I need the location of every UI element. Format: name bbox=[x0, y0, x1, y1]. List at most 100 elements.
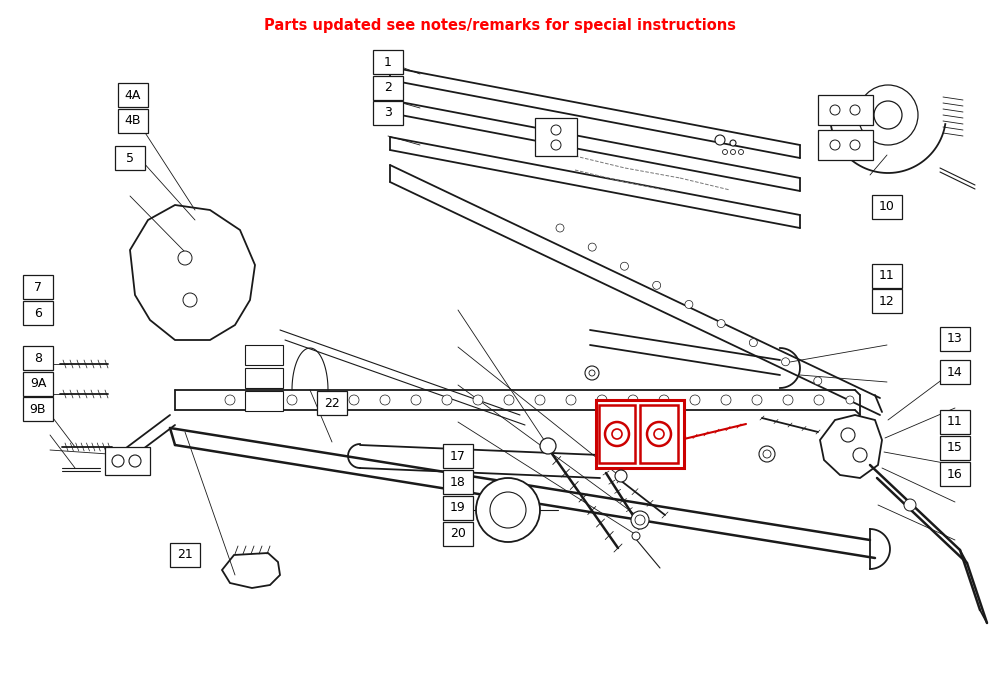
Circle shape bbox=[628, 395, 638, 405]
Circle shape bbox=[659, 395, 669, 405]
Text: 8: 8 bbox=[34, 352, 42, 364]
Circle shape bbox=[631, 511, 649, 529]
Circle shape bbox=[782, 358, 790, 366]
FancyBboxPatch shape bbox=[872, 264, 902, 287]
Circle shape bbox=[490, 492, 526, 528]
Circle shape bbox=[605, 422, 629, 446]
FancyBboxPatch shape bbox=[23, 372, 53, 395]
Text: 10: 10 bbox=[879, 200, 895, 213]
FancyBboxPatch shape bbox=[872, 289, 902, 313]
Circle shape bbox=[730, 140, 736, 146]
Circle shape bbox=[620, 263, 628, 270]
Text: 5: 5 bbox=[126, 152, 134, 165]
Text: 21: 21 bbox=[177, 548, 193, 561]
Circle shape bbox=[685, 300, 693, 309]
FancyBboxPatch shape bbox=[170, 543, 200, 566]
Circle shape bbox=[318, 395, 328, 405]
Text: 14: 14 bbox=[947, 366, 963, 378]
Circle shape bbox=[476, 478, 540, 542]
Circle shape bbox=[612, 429, 622, 439]
Text: 17: 17 bbox=[450, 450, 466, 462]
Bar bbox=[535, 118, 577, 156]
FancyBboxPatch shape bbox=[317, 391, 347, 415]
FancyBboxPatch shape bbox=[940, 327, 970, 351]
Circle shape bbox=[473, 395, 483, 405]
Circle shape bbox=[654, 429, 664, 439]
Circle shape bbox=[442, 395, 452, 405]
FancyBboxPatch shape bbox=[940, 462, 970, 486]
FancyBboxPatch shape bbox=[23, 398, 53, 421]
Text: 7: 7 bbox=[34, 281, 42, 294]
Bar bbox=[105, 447, 150, 475]
Text: Parts updated see notes/remarks for special instructions: Parts updated see notes/remarks for spec… bbox=[264, 18, 736, 33]
Circle shape bbox=[763, 450, 771, 458]
Circle shape bbox=[589, 370, 595, 376]
Circle shape bbox=[730, 150, 736, 154]
Circle shape bbox=[504, 395, 514, 405]
Bar bbox=[599, 405, 635, 463]
Bar bbox=[245, 345, 283, 365]
Text: 19: 19 bbox=[450, 502, 466, 514]
Bar bbox=[245, 368, 283, 388]
Circle shape bbox=[853, 448, 867, 462]
Circle shape bbox=[738, 150, 744, 154]
Circle shape bbox=[183, 293, 197, 307]
FancyBboxPatch shape bbox=[23, 276, 53, 299]
FancyBboxPatch shape bbox=[443, 496, 473, 520]
FancyBboxPatch shape bbox=[373, 76, 403, 99]
Circle shape bbox=[715, 135, 725, 145]
Circle shape bbox=[850, 140, 860, 150]
FancyBboxPatch shape bbox=[373, 50, 403, 74]
Circle shape bbox=[635, 515, 645, 525]
Bar bbox=[818, 95, 873, 125]
Text: 22: 22 bbox=[324, 397, 340, 409]
Text: 3: 3 bbox=[384, 107, 392, 119]
Text: 13: 13 bbox=[947, 333, 963, 345]
Text: 1: 1 bbox=[384, 56, 392, 68]
Circle shape bbox=[721, 395, 731, 405]
Circle shape bbox=[349, 395, 359, 405]
Circle shape bbox=[556, 224, 564, 232]
FancyBboxPatch shape bbox=[443, 444, 473, 468]
Circle shape bbox=[647, 422, 671, 446]
Text: 11: 11 bbox=[947, 415, 963, 428]
Circle shape bbox=[874, 101, 902, 129]
FancyBboxPatch shape bbox=[940, 436, 970, 460]
Circle shape bbox=[846, 396, 854, 404]
Circle shape bbox=[588, 243, 596, 251]
Circle shape bbox=[904, 499, 916, 511]
Circle shape bbox=[287, 395, 297, 405]
Circle shape bbox=[178, 251, 192, 265]
Bar bbox=[596, 400, 684, 468]
Text: 9B: 9B bbox=[30, 403, 46, 415]
Circle shape bbox=[749, 339, 757, 347]
Circle shape bbox=[551, 140, 561, 150]
Circle shape bbox=[615, 470, 627, 482]
Circle shape bbox=[129, 455, 141, 467]
Circle shape bbox=[551, 125, 561, 135]
Circle shape bbox=[632, 532, 640, 540]
Circle shape bbox=[783, 395, 793, 405]
FancyBboxPatch shape bbox=[443, 471, 473, 494]
FancyBboxPatch shape bbox=[940, 410, 970, 433]
Circle shape bbox=[717, 320, 725, 327]
FancyBboxPatch shape bbox=[118, 83, 148, 107]
Circle shape bbox=[380, 395, 390, 405]
Circle shape bbox=[830, 105, 840, 115]
Circle shape bbox=[585, 366, 599, 380]
Text: 11: 11 bbox=[879, 269, 895, 282]
Text: 2: 2 bbox=[384, 81, 392, 94]
Bar bbox=[640, 405, 678, 463]
Circle shape bbox=[830, 140, 840, 150]
Circle shape bbox=[858, 85, 918, 145]
Text: 16: 16 bbox=[947, 468, 963, 480]
FancyBboxPatch shape bbox=[872, 195, 902, 218]
Circle shape bbox=[814, 395, 824, 405]
FancyBboxPatch shape bbox=[118, 109, 148, 132]
Circle shape bbox=[566, 395, 576, 405]
FancyBboxPatch shape bbox=[115, 147, 145, 170]
Circle shape bbox=[690, 395, 700, 405]
Circle shape bbox=[597, 395, 607, 405]
FancyBboxPatch shape bbox=[443, 522, 473, 546]
Circle shape bbox=[814, 377, 822, 385]
